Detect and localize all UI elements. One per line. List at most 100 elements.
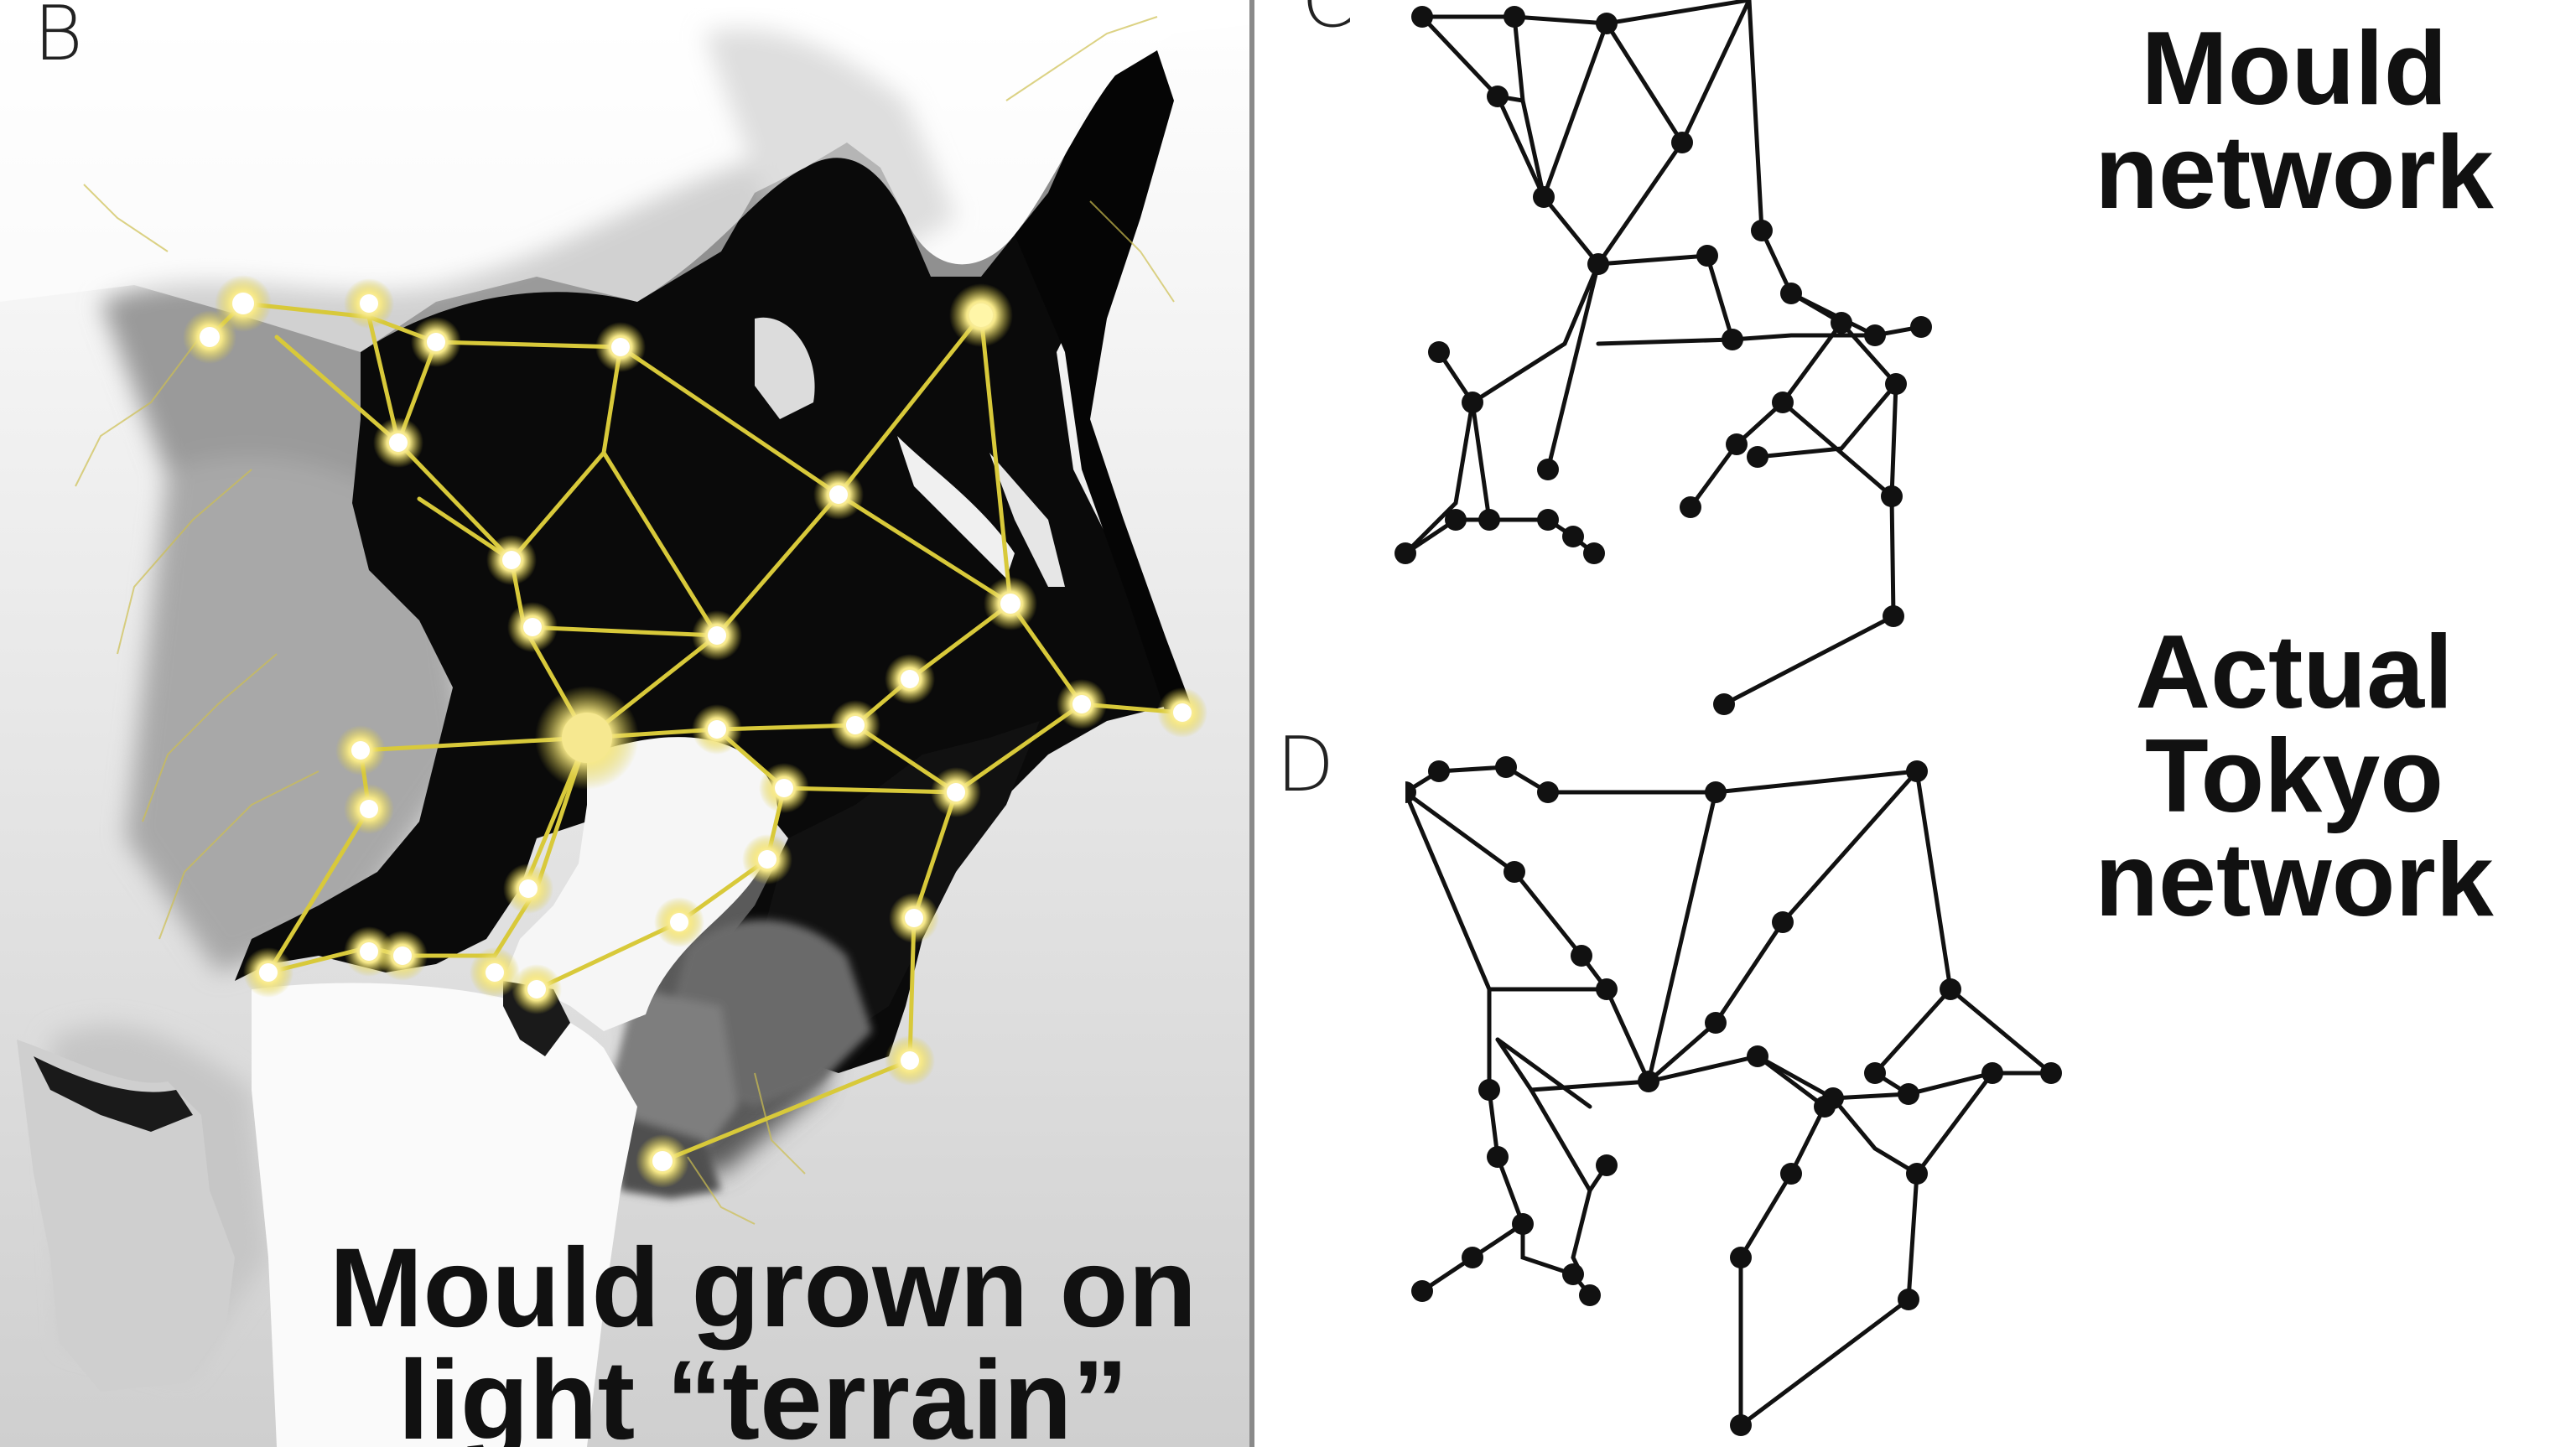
panel-letter-d: D [1276, 721, 1335, 809]
food-source-dot [889, 893, 939, 943]
network-node [1583, 542, 1605, 564]
caption-actual-tokyo-network: Actual Tokyo network [2095, 615, 2494, 938]
network-node [1705, 1012, 1727, 1034]
network-node [1730, 1414, 1752, 1436]
network-node [1780, 283, 1802, 304]
network-node [1495, 756, 1517, 778]
network-node [1487, 1146, 1509, 1168]
network-node [1405, 781, 1416, 803]
network-node [1537, 781, 1559, 803]
network-node [1537, 509, 1559, 531]
food-source-dot [377, 931, 428, 981]
network-node [1562, 1263, 1584, 1285]
food-source-dot [1057, 679, 1107, 729]
food-source-dot [373, 418, 423, 468]
network-node [1596, 978, 1618, 1000]
network-node [1864, 1062, 1886, 1084]
network-node [1898, 1289, 1919, 1310]
network-node [1587, 253, 1609, 275]
network-node [1428, 760, 1450, 782]
food-source-dot [512, 964, 562, 1014]
network-node [1638, 1071, 1659, 1092]
food-source-dot [335, 725, 386, 775]
network-node [1981, 1062, 2003, 1084]
food-source-dot [411, 317, 461, 367]
tokyo-bay [503, 737, 778, 1031]
network-node [1831, 312, 1852, 334]
food-source-dot [183, 310, 236, 364]
network-node [1906, 760, 1928, 782]
food-source-dot [931, 767, 981, 817]
food-source-dot [503, 864, 553, 914]
network-node [1885, 373, 1907, 395]
network-comparison-panel: C [1254, 0, 2576, 1447]
network-node [1533, 186, 1555, 208]
network-node [1726, 433, 1748, 455]
network-node [1411, 1280, 1433, 1302]
lake [897, 436, 1015, 578]
network-node [1428, 341, 1450, 363]
tokyo-rail-network-graph [1405, 756, 2062, 1436]
network-node [1462, 392, 1483, 413]
tokyo-network-edges [1405, 765, 2057, 1428]
mould-terrain-panel: B Mould grown on light “terrain” [0, 0, 1249, 1447]
izu-peninsula [17, 1040, 235, 1392]
food-source-dot [742, 834, 792, 884]
food-source-dot [692, 704, 742, 755]
caption-mould-network: Mould network [2095, 11, 2494, 231]
food-source-dot [344, 278, 394, 329]
food-source-dot [595, 322, 646, 372]
tokyo-network-nodes [1405, 756, 2062, 1436]
mould-exploration-threads [75, 16, 1175, 1225]
network-node [1487, 86, 1509, 107]
network-node [1883, 605, 1904, 627]
food-source-dot [885, 654, 935, 704]
food-source-dot [813, 469, 864, 520]
network-node [1747, 1045, 1768, 1067]
network-node [1780, 1163, 1802, 1185]
network-node [1478, 1079, 1500, 1101]
network-node [1394, 542, 1416, 564]
food-source-dot [692, 610, 742, 661]
food-source-dot [830, 700, 880, 750]
food-source-dot [243, 947, 293, 998]
network-node [1906, 1163, 1928, 1185]
food-source-dot [215, 275, 272, 332]
network-node [1671, 132, 1693, 153]
network-node [1537, 459, 1559, 480]
network-node [1705, 781, 1727, 803]
food-source-dot [949, 283, 1013, 347]
network-node [1910, 316, 1932, 338]
network-node [1504, 6, 1525, 28]
food-source-dot [654, 897, 704, 947]
network-node [2040, 1062, 2062, 1084]
food-source-dot [486, 535, 537, 585]
caption-mould-grown-on-terrain: Mould grown on light “terrain” [329, 1226, 1197, 1447]
network-node [1462, 1247, 1483, 1268]
network-node [1478, 509, 1500, 531]
food-source-dot [759, 763, 809, 813]
panel-letter-b: B [34, 0, 83, 78]
panel-letter-c: C [1301, 0, 1354, 44]
network-node [1881, 485, 1903, 507]
network-node [1680, 496, 1701, 518]
network-node [1730, 1247, 1752, 1268]
mould-network-nodes [1394, 6, 1932, 715]
network-node [1411, 6, 1433, 28]
network-node [1940, 978, 1961, 1000]
network-node [1504, 861, 1525, 883]
network-node [1864, 324, 1886, 346]
network-node [1898, 1083, 1919, 1105]
network-node [1596, 13, 1618, 34]
mould-network-graph [1394, 0, 1932, 715]
network-node [1814, 1096, 1836, 1118]
network-node [1579, 1284, 1601, 1306]
food-source-dot [344, 784, 394, 834]
network-node [1571, 945, 1592, 967]
food-source-dot [984, 577, 1037, 630]
network-node [1751, 220, 1773, 241]
network-node [1596, 1154, 1618, 1176]
network-node [1747, 446, 1768, 468]
network-node [1772, 911, 1794, 933]
panel-divider [1249, 0, 1254, 1447]
